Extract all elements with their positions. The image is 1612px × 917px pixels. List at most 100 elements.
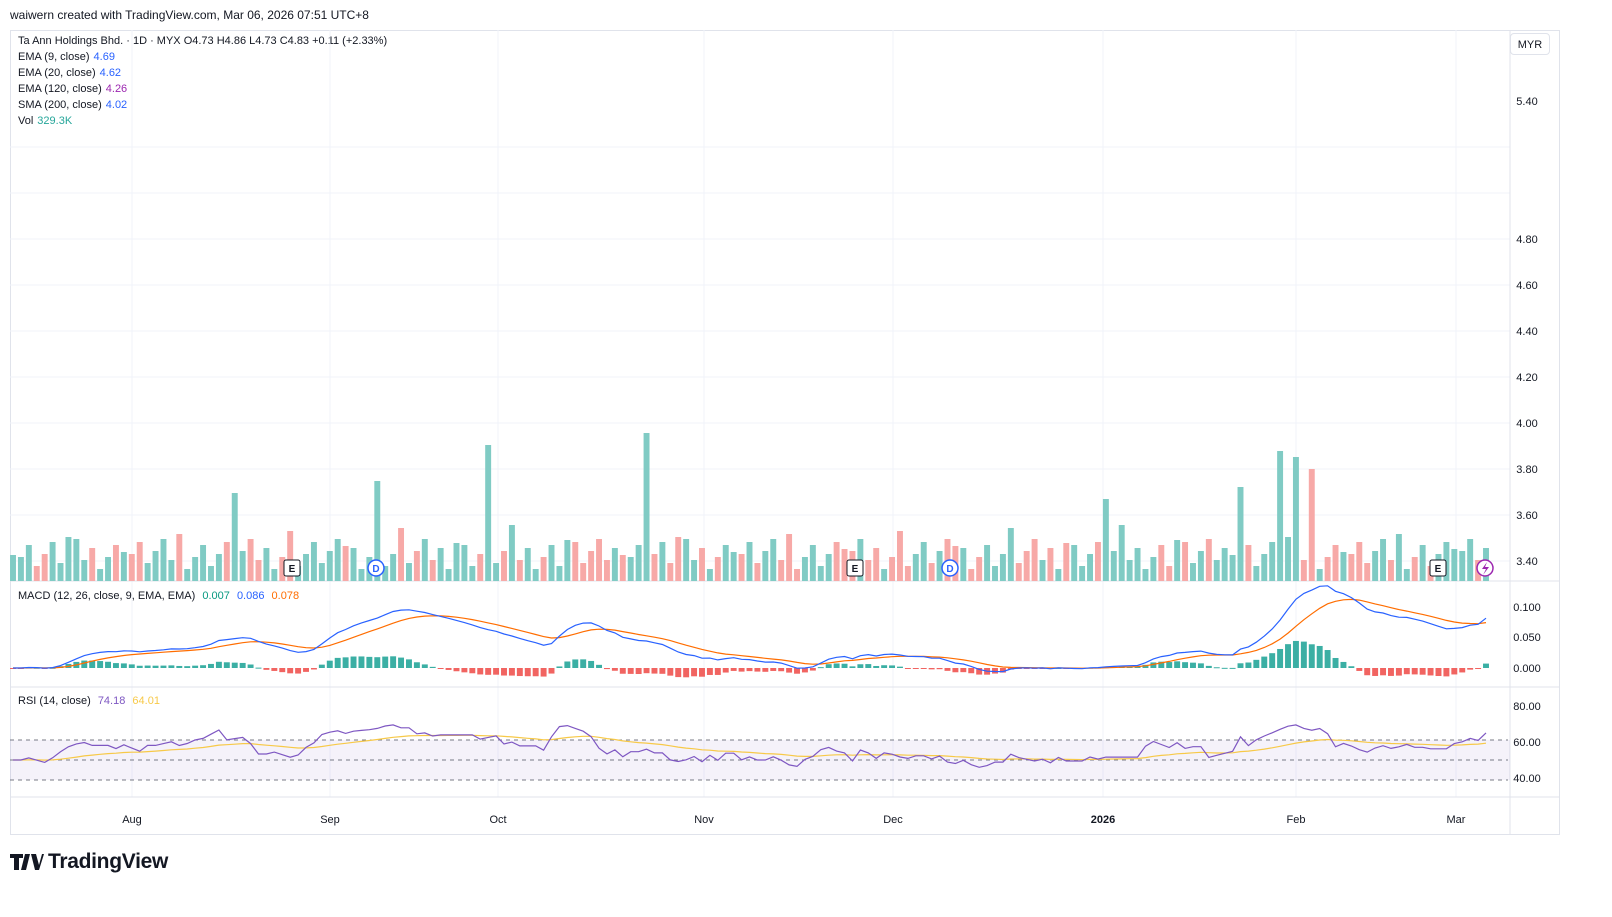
macd-hist-bar: [896, 666, 903, 668]
macd-hist-bar: [564, 661, 571, 668]
volume-bar: [160, 539, 167, 581]
rsi-ma-value: 64.01: [132, 695, 160, 707]
earnings-marker[interactable]: E: [846, 559, 864, 577]
earnings-marker-box: [283, 559, 301, 577]
volume-bar: [374, 481, 381, 581]
macd-hist-bar: [699, 668, 705, 677]
volume-bar: [1356, 542, 1363, 581]
earnings-marker[interactable]: E: [283, 559, 301, 577]
volume-bar: [120, 552, 127, 581]
macd-hist-bar: [596, 664, 603, 668]
volume-bar: [1142, 569, 1149, 581]
event-marker-text: E: [1435, 564, 1442, 575]
macd-hist-bar: [722, 668, 729, 673]
volume-bar: [437, 548, 444, 581]
volume-bar: [619, 555, 626, 581]
volume-bar: [231, 493, 238, 581]
volume-bar: [152, 551, 159, 581]
macd-hist-bar: [508, 668, 515, 676]
macd-histogram: [10, 640, 1489, 678]
volume-bar: [1419, 545, 1426, 581]
macd-hist-bar: [334, 657, 341, 668]
dividend-marker[interactable]: D: [367, 559, 385, 577]
volume-bar: [461, 545, 468, 581]
volume-bar: [817, 566, 824, 581]
indicator-label: EMA (20, close): [18, 67, 96, 79]
volume-bar: [350, 548, 357, 581]
volume-bar: [1245, 545, 1252, 581]
volume-bar: [1324, 557, 1331, 581]
volume-bar: [746, 542, 753, 581]
macd-hist-bar: [413, 662, 420, 668]
volume-bar: [405, 563, 412, 581]
indicator-label: Vol: [18, 115, 34, 127]
macd-hist-bar: [342, 657, 349, 668]
macd-hist-bar: [928, 668, 935, 670]
macd-hist-bar: [762, 668, 769, 672]
indicator-row: EMA (20, close) 4.62: [18, 65, 127, 81]
macd-hist-bar: [1269, 653, 1276, 668]
volume-bar: [1340, 552, 1347, 581]
time-axis-label: Sep: [320, 814, 340, 826]
macd-hist-bar: [445, 668, 452, 670]
macd-hist-bar: [223, 662, 230, 668]
event-marker-text: D: [372, 564, 379, 575]
volume-bar: [485, 445, 492, 581]
macd-hist-bar: [184, 666, 191, 668]
indicator-value: 4.69: [93, 51, 115, 63]
macd-hist-bar: [532, 668, 539, 677]
tradingview-logo[interactable]: TradingView: [10, 850, 168, 874]
volume-bar: [801, 557, 808, 581]
volume-bar: [1190, 563, 1196, 581]
volume-bar: [1102, 499, 1109, 581]
volume-bar: [1277, 451, 1284, 581]
volume-bar: [920, 542, 927, 581]
volume-bar: [999, 554, 1006, 581]
macd-hist-bar: [936, 668, 943, 670]
volume-bar: [794, 569, 800, 581]
volume-bar: [398, 528, 405, 581]
macd-hist-bar: [200, 665, 207, 668]
macd-hist-bar: [374, 657, 381, 668]
volume-bar: [112, 545, 119, 581]
volume-bar: [960, 548, 967, 581]
dividend-marker[interactable]: D: [941, 559, 959, 577]
indicator-row: Vol 329.3K: [18, 113, 127, 129]
macd-hist-bar: [976, 668, 983, 675]
macd-hist-bar: [1174, 661, 1181, 668]
earnings-marker[interactable]: E: [1429, 559, 1447, 577]
volume-bar: [1134, 548, 1141, 581]
volume-bar: [762, 551, 769, 581]
macd-hist-bar: [778, 668, 785, 672]
price-tick-label: 4.80: [1516, 234, 1537, 246]
macd-signal-value: 0.078: [271, 590, 300, 602]
macd-hist-bar: [730, 668, 737, 671]
macd-hist-bar: [1467, 668, 1474, 670]
volume-bar: [1308, 469, 1315, 581]
volume-bar: [1221, 548, 1228, 581]
time-axis-label: Dec: [883, 814, 903, 826]
price-tick-label: 4.60: [1516, 280, 1537, 292]
macd-hist-bar: [643, 668, 650, 674]
macd-hist-bar: [635, 668, 642, 675]
macd-hist-bar: [279, 668, 286, 673]
volume-bar: [524, 548, 531, 581]
macd-hist-bar: [1483, 663, 1489, 668]
macd-hist-bar: [794, 668, 800, 674]
macd-hist-bar: [1435, 668, 1442, 677]
volume-bar: [390, 554, 397, 581]
macd-hist-bar: [310, 668, 317, 670]
macd-hist-bar: [849, 666, 856, 668]
price-tick-label: 4.00: [1516, 418, 1537, 430]
macd-hist-bar: [548, 668, 555, 674]
volume-bar: [786, 534, 793, 581]
volume-bar: [41, 554, 48, 581]
symbol-legend[interactable]: Ta Ann Holdings Bhd. · 1D · MYX O4.73 H4…: [18, 33, 387, 49]
volume-bar: [1197, 551, 1204, 581]
macd-hist-bar: [540, 668, 547, 677]
macd-hist-bar: [857, 664, 864, 668]
volume-bar: [1316, 569, 1323, 581]
chart-frame: [10, 30, 1560, 835]
macd-hist-bar: [1142, 664, 1149, 668]
